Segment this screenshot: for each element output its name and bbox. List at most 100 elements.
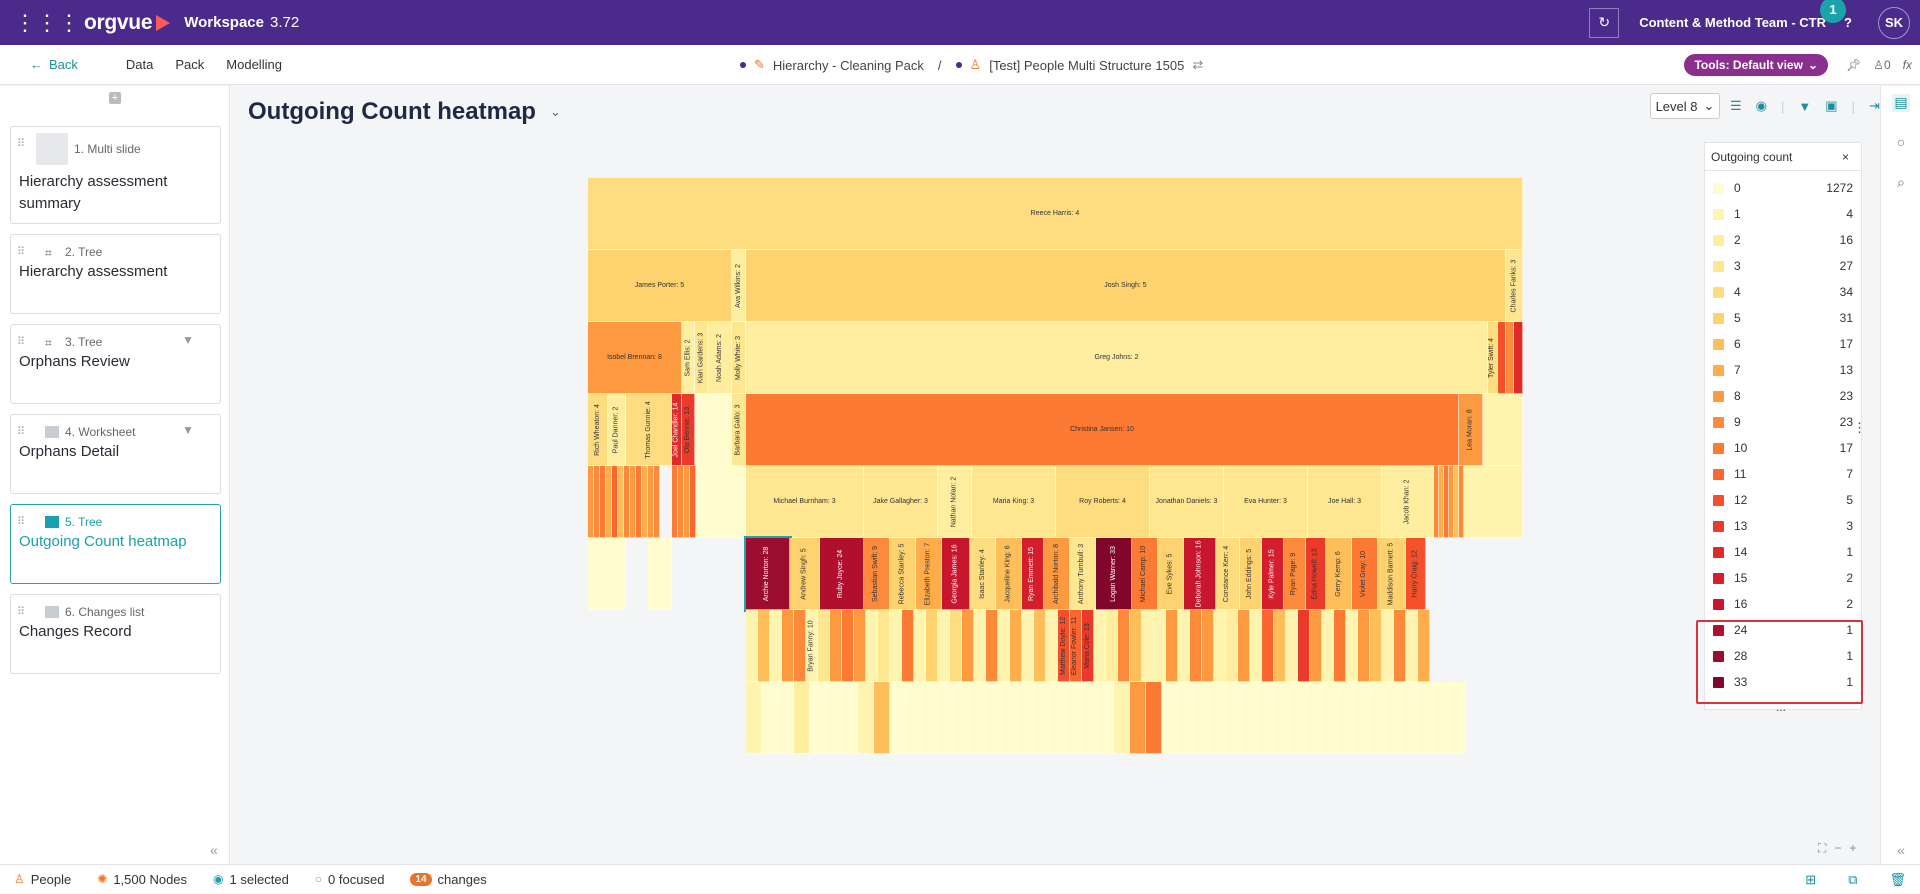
heatmap-node[interactable] bbox=[986, 682, 1002, 754]
heatmap-node[interactable] bbox=[938, 682, 954, 754]
heatmap-node[interactable] bbox=[974, 610, 986, 682]
heatmap-node[interactable] bbox=[1066, 682, 1082, 754]
heatmap-node[interactable]: Sebastian Swift: 9 bbox=[864, 538, 890, 610]
status-changes[interactable]: changes bbox=[437, 871, 487, 887]
heatmap-node[interactable]: Nathan Nolan: 2 bbox=[938, 466, 972, 538]
heatmap-node[interactable] bbox=[1434, 466, 1439, 538]
heatmap-node[interactable] bbox=[1210, 682, 1226, 754]
legend-row[interactable]: 9 23 bbox=[1713, 409, 1853, 435]
heatmap-node[interactable] bbox=[778, 682, 794, 754]
heatmap-node[interactable] bbox=[1322, 610, 1334, 682]
copy-icon[interactable]: ⧉ bbox=[1848, 871, 1858, 887]
heatmap-node[interactable] bbox=[874, 682, 890, 754]
heatmap-node[interactable] bbox=[1130, 682, 1146, 754]
heatmap-node[interactable]: Molly White: 3 bbox=[732, 322, 746, 394]
crumb-pack[interactable]: Hierarchy - Cleaning Pack bbox=[772, 57, 924, 73]
legend-row[interactable]: 13 3 bbox=[1713, 513, 1853, 539]
workspace-label[interactable]: Workspace bbox=[184, 14, 264, 31]
add-slide-icon[interactable]: + bbox=[109, 92, 121, 104]
heatmap-node[interactable]: Roy Roberts: 4 bbox=[1056, 466, 1150, 538]
heatmap-node[interactable] bbox=[970, 682, 986, 754]
heatmap-node[interactable] bbox=[600, 466, 606, 538]
heatmap-node[interactable] bbox=[1334, 610, 1346, 682]
delete-icon[interactable]: 🗑︎ bbox=[1889, 871, 1906, 887]
heatmap-node[interactable] bbox=[1298, 610, 1310, 682]
heatmap-node[interactable]: Jacqueline King: 6 bbox=[996, 538, 1022, 610]
heatmap-node[interactable] bbox=[1106, 610, 1118, 682]
heatmap-node[interactable] bbox=[1214, 610, 1226, 682]
heatmap-node[interactable]: Kian Gardens: 3 bbox=[695, 322, 708, 394]
heatmap-node[interactable]: Archibald Norton: 8 bbox=[1044, 538, 1070, 610]
heatmap-node[interactable] bbox=[1262, 610, 1274, 682]
heatmap-node[interactable] bbox=[1406, 610, 1418, 682]
legend-row[interactable]: 0 1272 bbox=[1713, 175, 1853, 201]
properties-icon[interactable]: ▤ bbox=[1892, 94, 1910, 112]
avatar[interactable]: SK bbox=[1878, 6, 1910, 39]
legend-row[interactable]: 10 17 bbox=[1713, 435, 1853, 461]
circle-icon[interactable]: ○ bbox=[1896, 134, 1906, 150]
heatmap-node[interactable] bbox=[1082, 682, 1098, 754]
heatmap-node[interactable]: Thomas Gunnie: 4 bbox=[626, 394, 672, 466]
notification-badge[interactable]: 1 bbox=[1820, 0, 1846, 23]
heatmap-node[interactable] bbox=[1034, 610, 1046, 682]
heatmap-node[interactable] bbox=[1130, 610, 1142, 682]
heatmap-node[interactable] bbox=[1190, 610, 1202, 682]
heatmap-node[interactable] bbox=[1358, 610, 1370, 682]
heatmap-node[interactable]: John Eddings: 5 bbox=[1240, 538, 1262, 610]
slide-card-2[interactable]: ⠿ ⌗ 2. Tree Hierarchy assessment bbox=[10, 234, 221, 314]
legend-row[interactable]: 28 1 bbox=[1713, 643, 1853, 669]
heatmap-node[interactable] bbox=[1418, 682, 1434, 754]
heatmap-node[interactable]: Paul Danner: 2 bbox=[608, 394, 626, 466]
heatmap-node[interactable]: Rich Wheaton: 4 bbox=[588, 394, 608, 466]
heatmap-node[interactable] bbox=[672, 466, 678, 538]
legend-row[interactable]: 24 1 bbox=[1713, 617, 1853, 643]
heatmap-node[interactable] bbox=[830, 610, 842, 682]
palette-icon[interactable]: ◉ bbox=[1755, 98, 1767, 113]
heatmap-node[interactable] bbox=[636, 466, 642, 538]
heatmap-node[interactable]: Michael Camp: 10 bbox=[1132, 538, 1158, 610]
heatmap-node[interactable] bbox=[1194, 682, 1210, 754]
heatmap-node[interactable] bbox=[1242, 682, 1258, 754]
heatmap-node[interactable] bbox=[696, 466, 746, 538]
heatmap-node[interactable] bbox=[630, 466, 636, 538]
heatmap-node[interactable] bbox=[1444, 466, 1449, 538]
heatmap-node[interactable]: Ava Wilkins: 2 bbox=[732, 250, 746, 322]
refresh-icon[interactable]: ↻ bbox=[1589, 7, 1620, 38]
drag-handle-icon[interactable]: ⠿ bbox=[17, 606, 25, 618]
heatmap-node[interactable] bbox=[588, 538, 626, 610]
heatmap-node[interactable] bbox=[1202, 610, 1214, 682]
heatmap-node[interactable]: Harry Craig: 12 bbox=[1406, 538, 1426, 610]
heatmap-node[interactable]: Christina Jansen: 10 bbox=[746, 394, 1459, 466]
heatmap-node[interactable] bbox=[1322, 682, 1338, 754]
heatmap-node[interactable] bbox=[854, 610, 866, 682]
heatmap-node[interactable] bbox=[606, 466, 612, 538]
heatmap-node[interactable] bbox=[810, 682, 826, 754]
heatmap-node[interactable] bbox=[1418, 610, 1430, 682]
heatmap-node[interactable] bbox=[1498, 322, 1506, 394]
heatmap-node[interactable]: Gerry Kemp: 6 bbox=[1326, 538, 1352, 610]
heatmap-node[interactable]: Greg Johns: 2 bbox=[746, 322, 1488, 394]
crumb-dataset[interactable]: [Test] People Multi Structure 1505 bbox=[989, 57, 1185, 73]
heatmap-node[interactable] bbox=[954, 682, 970, 754]
legend-row[interactable]: 16 2 bbox=[1713, 591, 1853, 617]
heatmap-node[interactable] bbox=[678, 466, 684, 538]
heatmap-node[interactable]: Maddison Barnett: 5 bbox=[1378, 538, 1406, 610]
app-logo[interactable]: orgvue bbox=[84, 11, 171, 35]
filter-icon[interactable]: ▼ bbox=[1798, 98, 1812, 114]
legend-row[interactable]: 5 31 bbox=[1713, 305, 1853, 331]
heatmap-node[interactable]: Lea Moran: 8 bbox=[1459, 394, 1483, 466]
menu-pack[interactable]: Pack bbox=[175, 57, 205, 72]
heatmap-node[interactable] bbox=[1450, 682, 1466, 754]
heatmap-node[interactable] bbox=[588, 466, 594, 538]
heatmap-node[interactable]: Kyle Palmer: 15 bbox=[1262, 538, 1284, 610]
heatmap-node[interactable] bbox=[758, 610, 770, 682]
heatmap-node[interactable] bbox=[1114, 682, 1130, 754]
close-icon[interactable]: × bbox=[1841, 149, 1849, 164]
heatmap-node[interactable] bbox=[1154, 610, 1166, 682]
heatmap-node[interactable] bbox=[1178, 682, 1194, 754]
layers-icon[interactable]: ▣ bbox=[1825, 98, 1838, 113]
heatmap-node[interactable]: Eleanor Fowler: 11 bbox=[1070, 610, 1082, 682]
pin-icon[interactable]: 📌︎ bbox=[1845, 58, 1862, 72]
heatmap-node[interactable]: Jacob Khan: 2 bbox=[1382, 466, 1434, 538]
